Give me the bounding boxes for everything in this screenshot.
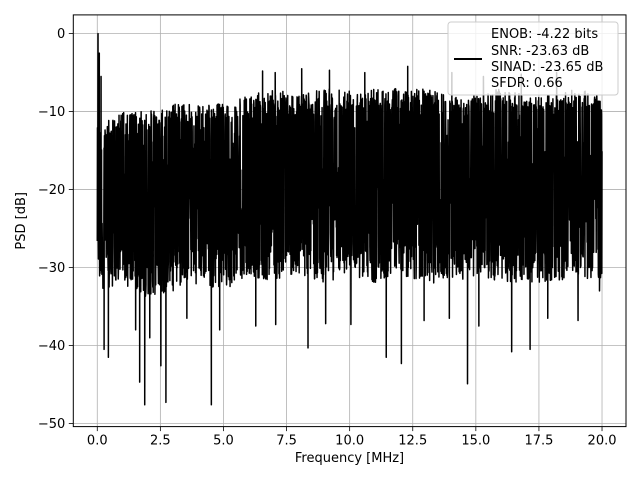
legend-line-sfdr: SFDR: 0.66 [491,76,563,91]
y-tick-label: −40 [38,339,65,354]
x-tick-label: 0.0 [87,434,108,449]
x-tick-label: 10.0 [335,434,364,449]
legend: ENOB: -4.22 bits SNR: -23.63 dB SINAD: -… [447,21,619,96]
y-tick-label: 0 [57,27,65,42]
x-axis-label: Frequency [MHz] [295,451,404,466]
y-tick-label: −50 [38,417,65,432]
legend-line-sinad: SINAD: -23.65 dB [491,60,603,75]
series-layer [96,32,603,406]
x-tick-label: 7.5 [276,434,297,449]
y-tick-label: −10 [38,105,65,120]
x-tick-label: 17.5 [524,434,553,449]
x-tick-label: 2.5 [150,434,171,449]
y-tick-label: −30 [38,261,65,276]
legend-line-snr: SNR: -23.63 dB [491,44,589,59]
y-axis-label: PSD [dB] [14,192,29,250]
x-tick-label: 12.5 [398,434,427,449]
y-axis: 0 −10 −20 −30 −40 −50 [38,27,74,432]
x-tick-label: 15.0 [461,434,490,449]
x-axis: 0.0 2.5 5.0 7.5 10.0 12.5 15.0 17.5 20.0 [87,426,617,449]
psd-series-line [96,32,603,406]
x-tick-label: 5.0 [213,434,234,449]
y-tick-label: −20 [38,183,65,198]
legend-line-enob: ENOB: -4.22 bits [491,27,598,42]
legend-box [447,21,619,96]
x-tick-label: 20.0 [588,434,617,449]
